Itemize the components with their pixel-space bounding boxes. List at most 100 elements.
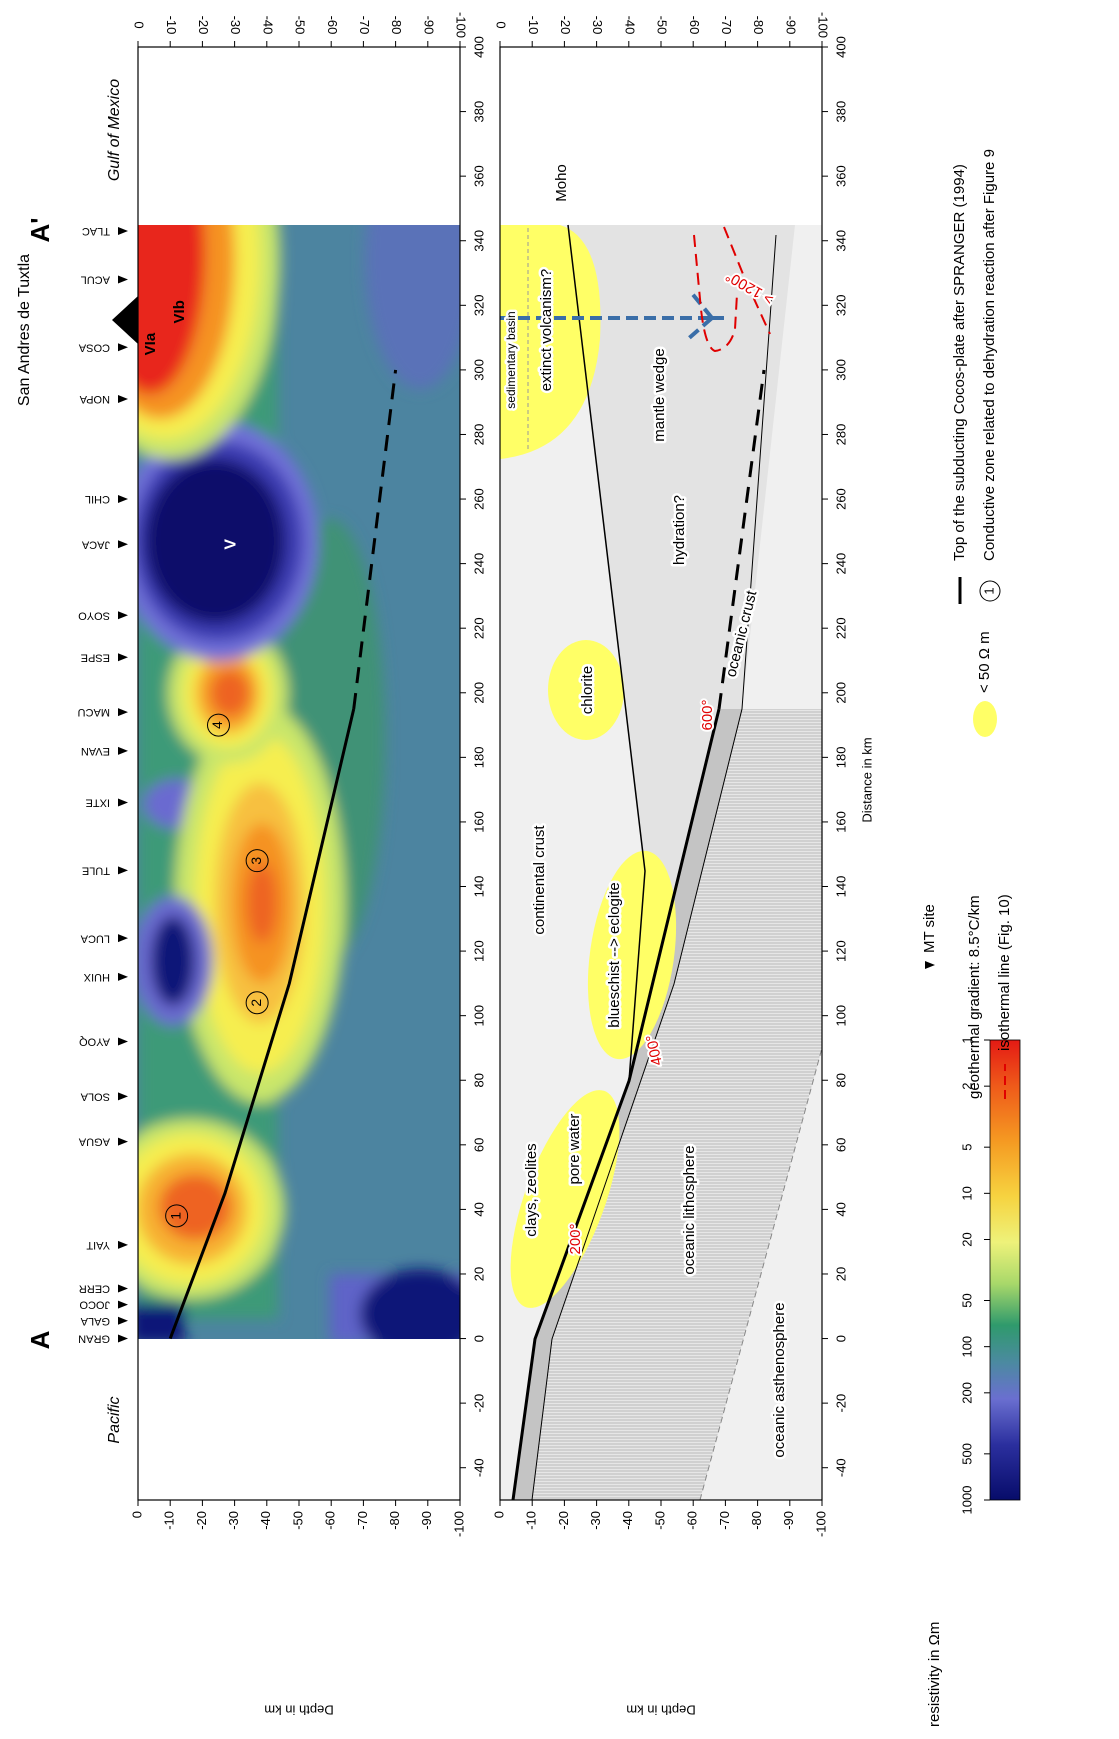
x-tick-label: 40 bbox=[471, 1202, 486, 1216]
x-tick-label: 380 bbox=[833, 101, 848, 123]
zone-marker bbox=[245, 849, 269, 873]
x-tick-label: 340 bbox=[471, 230, 486, 252]
y-tick-label: -20 bbox=[194, 1511, 209, 1530]
blob bbox=[145, 459, 285, 623]
y-tick-label: 0 bbox=[132, 21, 147, 28]
y-tick-label: -70 bbox=[717, 1511, 732, 1530]
mt-site bbox=[118, 934, 128, 943]
mt-site bbox=[118, 1137, 128, 1146]
y-tick-label: -40 bbox=[258, 1511, 273, 1530]
y-tick-label: -10 bbox=[162, 1511, 177, 1530]
mt-site bbox=[118, 1316, 128, 1325]
y-tick-label: -50 bbox=[655, 16, 670, 35]
slab-top bbox=[168, 708, 356, 1340]
volcano bbox=[112, 296, 138, 344]
legend-label: geothermal gradient: 8.5°C/km bbox=[966, 895, 983, 1099]
conductive-zone bbox=[587, 850, 677, 1060]
site-label: JACA bbox=[81, 538, 110, 550]
x-tick-label: 120 bbox=[471, 940, 486, 962]
x-tick-label: 400 bbox=[833, 36, 848, 58]
blob bbox=[138, 225, 205, 394]
y-tick-label: -70 bbox=[357, 16, 372, 35]
site-label: ACUL bbox=[81, 274, 110, 286]
x-tick-label: 140 bbox=[833, 876, 848, 898]
isotherm-line bbox=[723, 226, 771, 335]
x-axis-title: Distance in km bbox=[859, 737, 874, 822]
colorbar-tick-label: 1000 bbox=[959, 1486, 974, 1515]
zone-marker bbox=[165, 1204, 189, 1228]
interpretation-label: extinct volcanism? bbox=[538, 269, 555, 392]
x-tick-label: 380 bbox=[471, 101, 486, 123]
site-label: HUIX bbox=[83, 971, 110, 983]
y-tick-label: -50 bbox=[290, 1511, 305, 1530]
y-tick-label: -60 bbox=[685, 1511, 700, 1530]
site-label: JOCO bbox=[79, 1299, 110, 1311]
site-label: AGUA bbox=[78, 1136, 110, 1148]
mt-site bbox=[118, 1037, 128, 1046]
y-tick-label: -80 bbox=[389, 16, 404, 35]
model-label: VIa bbox=[142, 332, 159, 355]
site-label: IXTE bbox=[86, 797, 110, 809]
mt-site-symbol bbox=[925, 961, 935, 969]
model-label: V bbox=[223, 539, 240, 550]
interpretation-label: clays, zeolites bbox=[523, 1143, 540, 1236]
y-axis-title: Depth in km bbox=[626, 1703, 695, 1718]
y-tick-label: -90 bbox=[781, 1511, 796, 1530]
x-tick-label: -20 bbox=[471, 1394, 486, 1413]
x-tick-label: 0 bbox=[471, 1335, 486, 1342]
legend-symbol-label: 1 bbox=[981, 587, 996, 594]
colorbar-tick-label: 500 bbox=[959, 1443, 974, 1465]
x-tick-label: 200 bbox=[833, 682, 848, 704]
conductive-symbol bbox=[973, 701, 997, 737]
site-label: TULE bbox=[82, 864, 110, 876]
model-label: 3 bbox=[248, 857, 264, 865]
x-tick-label: 280 bbox=[471, 424, 486, 446]
x-tick-label: 240 bbox=[833, 553, 848, 575]
site-label: MACU bbox=[78, 706, 110, 718]
plate-top-projected bbox=[717, 369, 766, 710]
y-tick-label: -90 bbox=[783, 16, 798, 35]
x-tick-label: 20 bbox=[833, 1267, 848, 1281]
y-tick-label: -30 bbox=[588, 1511, 603, 1530]
x-tick-label: 280 bbox=[833, 424, 848, 446]
y-tick-label: 0 bbox=[129, 1511, 144, 1518]
x-tick-label: 80 bbox=[833, 1073, 848, 1087]
x-tick-label: 260 bbox=[833, 488, 848, 510]
mt-site bbox=[118, 1284, 128, 1293]
x-tick-label: 60 bbox=[471, 1138, 486, 1152]
blob bbox=[151, 916, 195, 1006]
x-tick-label: 100 bbox=[471, 1005, 486, 1027]
zone-symbol bbox=[979, 580, 1001, 602]
resistivity-blobs bbox=[138, 225, 460, 1339]
oceanic-lithosphere bbox=[532, 709, 822, 1500]
y-tick-label: -50 bbox=[652, 1511, 667, 1530]
site-label: GRAN bbox=[78, 1333, 110, 1345]
x-tick-label: 300 bbox=[471, 359, 486, 381]
x-tick-label: 180 bbox=[833, 747, 848, 769]
colorbar-tick-label: 1 bbox=[959, 1036, 974, 1043]
colorbar-tick-label: 20 bbox=[959, 1232, 974, 1246]
y-tick-label: -60 bbox=[687, 16, 702, 35]
mt-site bbox=[118, 275, 128, 284]
site-label: YAIT bbox=[86, 1239, 110, 1251]
y-tick-label: -80 bbox=[749, 1511, 764, 1530]
y-tick-label: -70 bbox=[355, 1511, 370, 1530]
y-tick-label: -30 bbox=[228, 16, 243, 35]
mantle-wedge-area bbox=[568, 225, 795, 1081]
colorbar-tick-label: 2 bbox=[959, 1083, 974, 1090]
y-tick-label: -20 bbox=[556, 1511, 571, 1530]
site-label: LUCA bbox=[80, 932, 110, 944]
conductive-zone bbox=[510, 1090, 620, 1308]
y-tick-label: -50 bbox=[293, 16, 308, 35]
interpretation-label: oceanic lithosphere bbox=[681, 1145, 698, 1274]
y-tick-label: -60 bbox=[325, 16, 340, 35]
x-tick-label: 60 bbox=[833, 1138, 848, 1152]
interpretation-label: oceanic asthenosphere bbox=[771, 1302, 788, 1457]
interpretation-label: blueschist --> eclogite bbox=[606, 882, 623, 1028]
mt-site bbox=[118, 1240, 128, 1249]
x-tick-label: 200 bbox=[471, 682, 486, 704]
x-tick-label: 40 bbox=[833, 1202, 848, 1216]
interpretation-panel bbox=[500, 224, 822, 1500]
